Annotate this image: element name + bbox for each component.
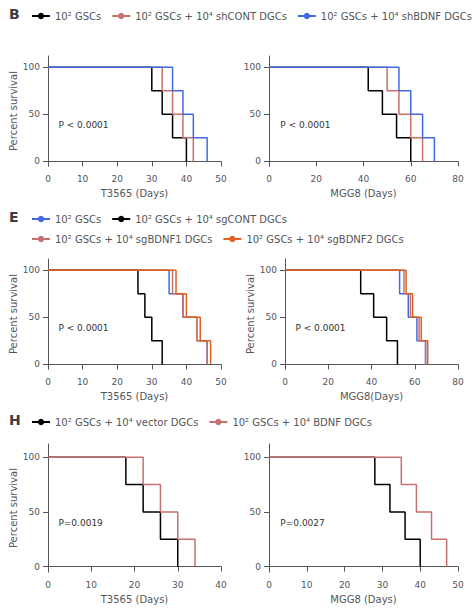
svg-text:50: 50 — [29, 507, 41, 517]
svg-text:MGG8 (Days): MGG8 (Days) — [330, 594, 397, 605]
svg-text:10: 10 — [301, 580, 313, 590]
svg-text:100: 100 — [260, 265, 277, 275]
svg-text:0: 0 — [45, 377, 51, 387]
svg-text:80: 80 — [452, 377, 464, 387]
svg-text:100: 100 — [244, 62, 261, 72]
svg-text:10² GSCs + 10⁴ shCONT DGCs: 10² GSCs + 10⁴ shCONT DGCs — [135, 11, 287, 22]
svg-text:P=0.0027: P=0.0027 — [280, 518, 324, 528]
svg-text:P < 0.0001: P < 0.0001 — [58, 323, 108, 333]
svg-text:0: 0 — [34, 562, 40, 572]
svg-text:10² GSCs + 10⁴ sgCONT DGCs: 10² GSCs + 10⁴ sgCONT DGCs — [135, 214, 287, 225]
svg-text:30: 30 — [146, 377, 158, 387]
svg-text:40: 40 — [366, 377, 378, 387]
svg-text:50: 50 — [250, 507, 262, 517]
svg-text:B: B — [9, 6, 20, 22]
svg-text:40: 40 — [414, 580, 426, 590]
svg-text:50: 50 — [29, 109, 41, 119]
svg-text:50: 50 — [452, 580, 464, 590]
svg-text:40: 40 — [181, 377, 193, 387]
svg-text:H: H — [9, 412, 21, 428]
svg-text:60: 60 — [409, 377, 421, 387]
svg-text:80: 80 — [452, 174, 464, 184]
svg-text:20: 20 — [111, 377, 123, 387]
svg-text:30: 30 — [377, 580, 389, 590]
svg-text:Percent survival: Percent survival — [8, 468, 19, 548]
svg-text:50: 50 — [29, 312, 41, 322]
svg-text:10² GSCs + 10⁴ shBDNF DGCs: 10² GSCs + 10⁴ shBDNF DGCs — [321, 11, 472, 22]
svg-text:50: 50 — [250, 109, 262, 119]
svg-text:T3565 (Days): T3565 (Days) — [100, 594, 169, 605]
svg-text:10² GSCs + 10⁴ sgBDNF2 DGCs: 10² GSCs + 10⁴ sgBDNF2 DGCs — [246, 234, 403, 245]
svg-text:60: 60 — [405, 174, 417, 184]
svg-text:P < 0.0001: P < 0.0001 — [295, 323, 345, 333]
svg-text:20: 20 — [311, 174, 323, 184]
svg-text:30: 30 — [172, 580, 184, 590]
svg-text:0: 0 — [266, 174, 272, 184]
svg-text:10² GSCs + 10⁴ sgBDNF1 DGCs: 10² GSCs + 10⁴ sgBDNF1 DGCs — [55, 234, 212, 245]
svg-text:40: 40 — [215, 580, 227, 590]
svg-text:30: 30 — [146, 174, 158, 184]
svg-text:10² GSCs: 10² GSCs — [55, 214, 101, 225]
svg-text:100: 100 — [244, 452, 261, 462]
svg-text:10: 10 — [86, 580, 98, 590]
svg-text:P < 0.0001: P < 0.0001 — [58, 120, 108, 130]
svg-text:Percent survival: Percent survival — [245, 274, 256, 354]
svg-text:100: 100 — [23, 265, 40, 275]
svg-text:0: 0 — [271, 359, 277, 369]
svg-text:0: 0 — [34, 156, 40, 166]
svg-text:20: 20 — [129, 580, 141, 590]
svg-text:0: 0 — [255, 156, 261, 166]
svg-text:100: 100 — [23, 452, 40, 462]
svg-text:T3565 (Days): T3565 (Days) — [100, 391, 169, 402]
svg-text:10: 10 — [77, 377, 89, 387]
svg-text:50: 50 — [266, 312, 278, 322]
svg-text:MGG8 (Days): MGG8 (Days) — [330, 188, 397, 199]
svg-text:20: 20 — [339, 580, 351, 590]
svg-text:10² GSCs: 10² GSCs — [55, 11, 101, 22]
svg-text:40: 40 — [358, 174, 370, 184]
svg-text:E: E — [9, 209, 19, 225]
svg-text:20: 20 — [111, 174, 123, 184]
svg-text:10² GSCs + 10⁴ vector DGCs: 10² GSCs + 10⁴ vector DGCs — [55, 417, 198, 428]
svg-text:0: 0 — [34, 359, 40, 369]
svg-text:50: 50 — [215, 174, 227, 184]
svg-text:10: 10 — [77, 174, 89, 184]
svg-text:100: 100 — [23, 62, 40, 72]
svg-text:0: 0 — [45, 580, 51, 590]
svg-text:Percent survival: Percent survival — [8, 274, 19, 354]
svg-text:0: 0 — [266, 580, 272, 590]
svg-text:T3565 (Days): T3565 (Days) — [100, 188, 169, 199]
svg-text:MGG8(Days): MGG8(Days) — [340, 391, 403, 402]
svg-text:40: 40 — [181, 174, 193, 184]
svg-text:Percent survival: Percent survival — [8, 71, 19, 151]
svg-text:0: 0 — [282, 377, 288, 387]
svg-text:50: 50 — [215, 377, 227, 387]
svg-text:10² GSCs + 10⁴ BDNF DGCs: 10² GSCs + 10⁴ BDNF DGCs — [232, 417, 371, 428]
svg-text:20: 20 — [323, 377, 335, 387]
svg-text:0: 0 — [45, 174, 51, 184]
svg-text:0: 0 — [255, 562, 261, 572]
svg-text:P < 0.0001: P < 0.0001 — [280, 120, 330, 130]
svg-text:P=0.0019: P=0.0019 — [58, 518, 103, 528]
